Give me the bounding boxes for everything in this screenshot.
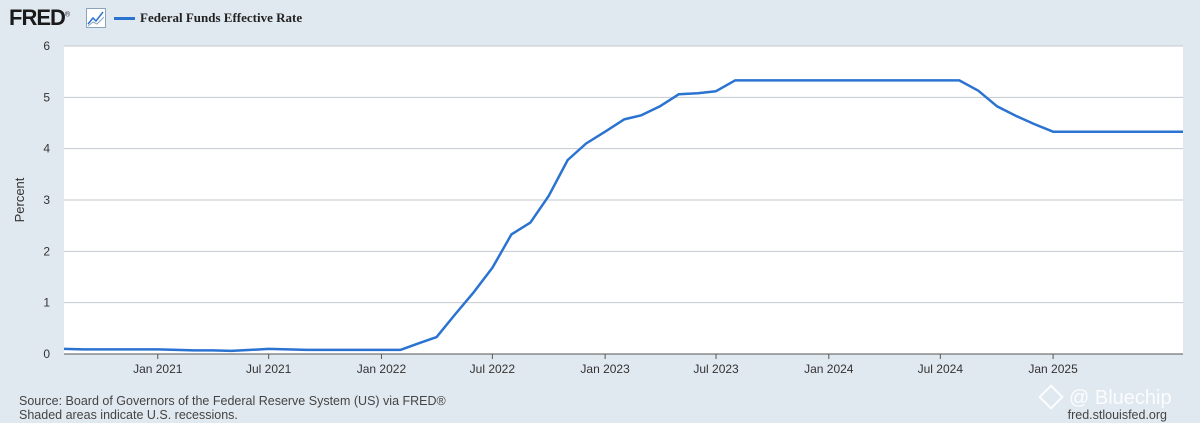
x-tick-label: Jul 2021 [246, 362, 292, 376]
y-tick-label: 2 [43, 244, 50, 258]
recession-note: Shaded areas indicate U.S. recessions. [19, 408, 238, 422]
watermark: @ Bluechip [1038, 384, 1172, 410]
logo-text: FRED [9, 5, 66, 30]
diamond-icon [1038, 384, 1064, 410]
y-tick-label: 3 [43, 193, 50, 207]
legend-swatch [114, 17, 135, 20]
legend-label: Federal Funds Effective Rate [140, 10, 303, 25]
logo-registered-mark: ® [64, 11, 71, 19]
y-tick-label: 4 [43, 142, 50, 156]
x-tick-label: Jan 2022 [357, 362, 407, 376]
x-tick-label: Jan 2021 [133, 362, 183, 376]
y-tick-label: 1 [43, 296, 50, 310]
chart-header: FRED® Federal Funds Effective Rate [0, 0, 1200, 34]
x-tick-label: Jul 2022 [470, 362, 516, 376]
chart-footer: Source: Board of Governors of the Federa… [19, 394, 446, 422]
y-tick-label: 0 [43, 347, 50, 361]
y-axis-label: Percent [12, 177, 27, 222]
x-tick-label: Jan 2025 [1028, 362, 1078, 376]
series-line [63, 79, 1183, 353]
x-tick-label: Jan 2024 [804, 362, 854, 376]
site-link[interactable]: fred.stlouisfed.org [1067, 408, 1167, 422]
line-chart-icon [86, 8, 106, 28]
line-chart: 0 1 2 3 4 5 6 Jan 2021 Jul 2021 Jan 2022 Jul 2022… [12, 39, 1183, 376]
fred-logo[interactable]: FRED® [9, 5, 70, 31]
x-tick-label: Jul 2023 [693, 362, 739, 376]
x-tick-label: Jul 2024 [918, 362, 964, 376]
y-tick-label: 6 [43, 39, 50, 53]
watermark-text: @ Bluechip [1069, 387, 1172, 409]
y-tick-label: 5 [43, 90, 50, 104]
source-note: Source: Board of Governors of the Federa… [19, 394, 446, 408]
x-tick-label: Jan 2023 [580, 362, 630, 376]
